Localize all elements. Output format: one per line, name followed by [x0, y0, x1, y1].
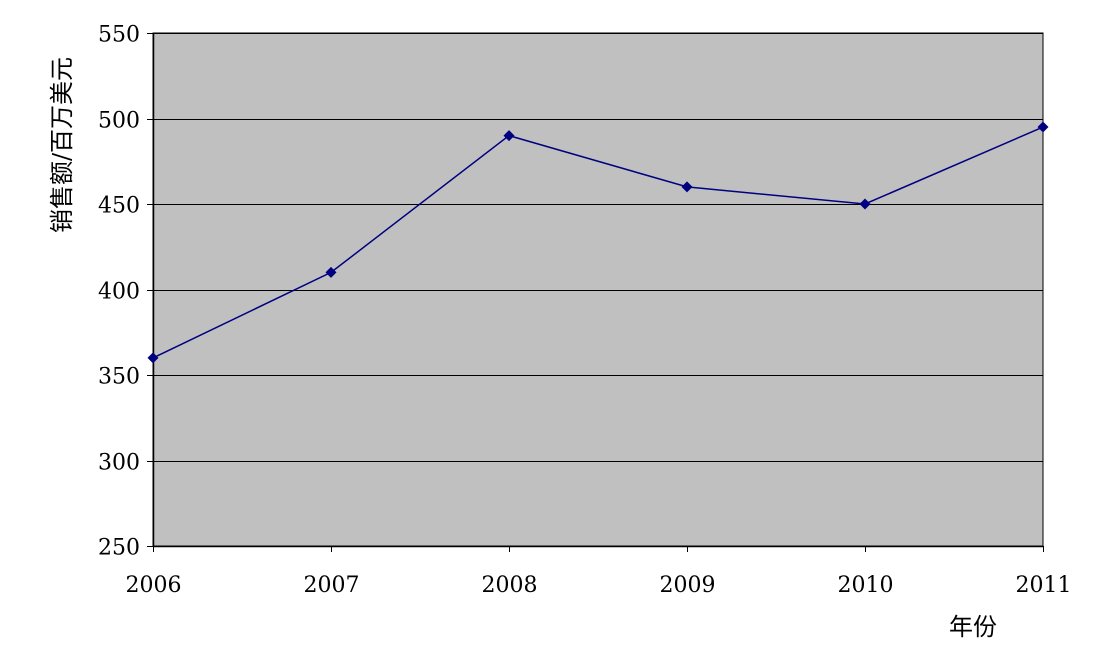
y-axis-title: 销售额/百万美元 [48, 57, 76, 233]
series-group [147, 121, 1049, 364]
y-tick-label-400: 400 [98, 280, 140, 305]
x-tick-label-2006: 2006 [126, 573, 182, 598]
x-tick-label-2008: 2008 [482, 573, 538, 598]
data-point-2009 [681, 181, 693, 193]
x-axis-title: 年份 [949, 613, 997, 641]
data-point-2007 [325, 266, 337, 278]
y-tick-label-550: 550 [98, 23, 140, 48]
data-point-2010 [859, 198, 871, 210]
gridlines [153, 33, 1043, 462]
x-tick-label-2009: 2009 [660, 573, 716, 598]
y-tick-label-300: 300 [98, 451, 140, 476]
y-axis-ticks: 250 300 350 400 450 500 550 [98, 23, 153, 561]
y-tick-label-350: 350 [98, 365, 140, 390]
x-tick-label-2011: 2011 [1016, 573, 1072, 598]
y-tick-label-450: 450 [98, 194, 140, 219]
data-point-2011 [1037, 121, 1049, 133]
data-point-2008 [503, 130, 515, 142]
x-axis-ticks: 2006 2007 2008 2009 2010 2011 [126, 546, 1072, 598]
x-tick-label-2010: 2010 [838, 573, 894, 598]
series-line [152, 126, 1044, 359]
y-tick-label-250: 250 [98, 536, 140, 561]
x-tick-label-2007: 2007 [304, 573, 360, 598]
data-point-2006 [147, 352, 159, 364]
y-tick-label-500: 500 [98, 109, 140, 134]
plot-area [152, 32, 1044, 547]
